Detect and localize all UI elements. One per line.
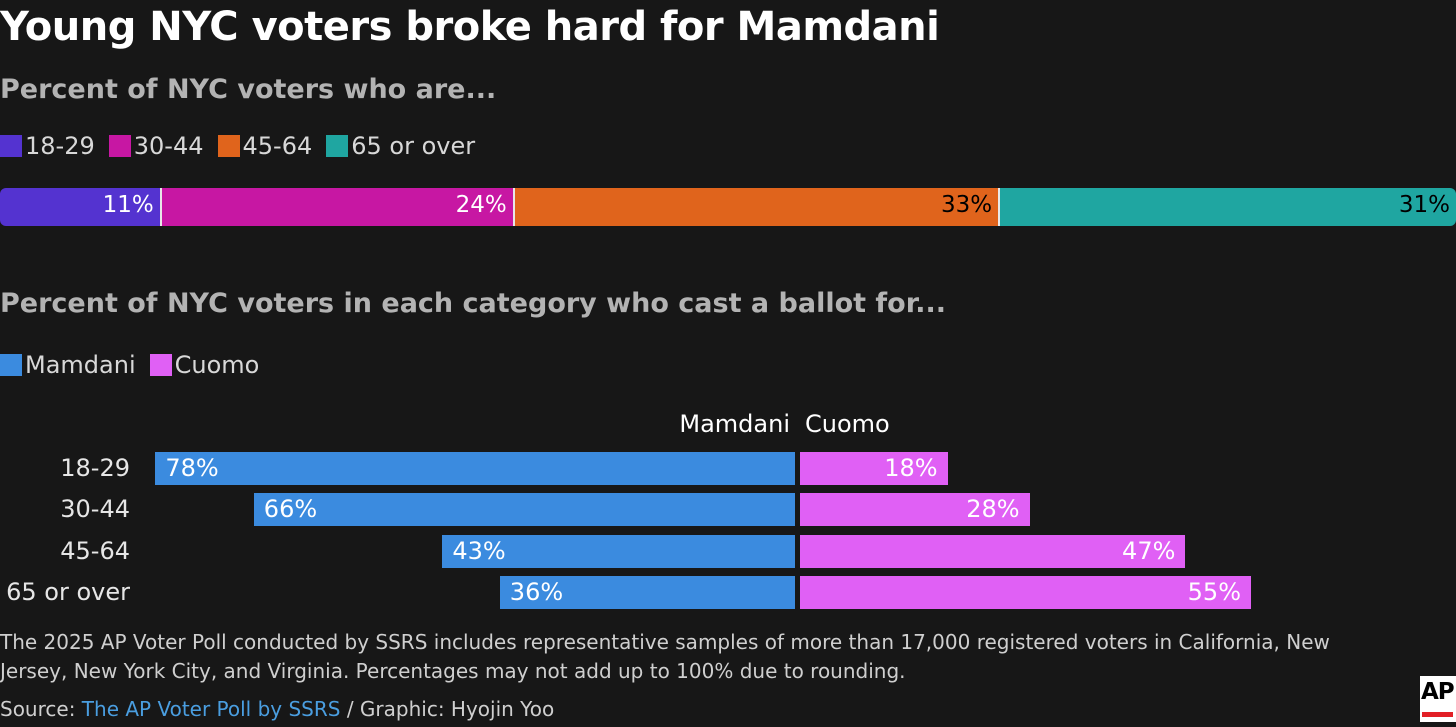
stack-segment-label: 33% [940, 192, 993, 218]
legend-swatch [326, 135, 349, 157]
category-label: 18-29 [60, 454, 130, 482]
cuomo-bar-label: 55% [1187, 577, 1241, 606]
mamdani-bar-label: 43% [452, 536, 506, 565]
legend-item: 18-29 [0, 132, 95, 160]
legend-swatch [108, 135, 131, 157]
mamdani-bar: 43% [442, 534, 795, 568]
ap-logo-underline [1422, 712, 1453, 717]
cuomo-bar-label: 47% [1122, 536, 1176, 565]
legend-label: Mamdani [25, 351, 136, 379]
legend-item: 30-44 [108, 132, 204, 160]
column-head-mamdani: Mamdani [679, 410, 790, 438]
age-stacked-bar: 11% 24% 33% 31% [0, 188, 1456, 226]
mamdani-bar-label: 66% [263, 495, 318, 524]
legend-swatch [149, 354, 172, 376]
mamdani-bar: 36% [499, 575, 795, 609]
cuomo-bar: 47% [800, 534, 1186, 568]
mamdani-bar: 66% [253, 493, 795, 527]
legend-item: Mamdani [0, 351, 136, 379]
stack-segment-label: 31% [1398, 192, 1450, 218]
legend-swatch [0, 135, 22, 157]
diverging-chart-subtitle: Percent of NYC voters in each category w… [0, 288, 946, 319]
legend-swatch [217, 135, 240, 157]
source-prefix: Source: [0, 697, 82, 721]
legend-item: Cuomo [149, 351, 260, 379]
category-label: 65 or over [6, 577, 130, 606]
ap-logo-text: AP [1421, 679, 1455, 705]
legend-item: 45-64 [217, 132, 313, 160]
source-link[interactable]: The AP Voter Poll by SSRS [81, 697, 341, 721]
stack-segment-18-29: 11% [0, 188, 162, 226]
mamdani-bar-label: 78% [165, 454, 219, 482]
cuomo-bar: 18% [800, 452, 948, 485]
stack-segment-label: 24% [455, 192, 507, 218]
legend-item: 65 or over [326, 132, 475, 160]
stack-segment-30-44: 24% [161, 188, 515, 226]
legend-label: 30-44 [133, 132, 204, 160]
legend-label: Cuomo [174, 351, 260, 379]
stacked-chart-subtitle: Percent of NYC voters who are... [0, 74, 497, 105]
methodology-note: The 2025 AP Voter Poll conducted by SSRS… [0, 630, 1330, 683]
category-label: 30-44 [60, 495, 130, 524]
cuomo-bar: 55% [800, 575, 1251, 609]
ap-logo: AP [1420, 676, 1456, 722]
age-legend: 18-29 30-44 45-64 65 or over [0, 132, 489, 160]
chart-title: Young NYC voters broke hard for Mamdani [0, 4, 940, 50]
stack-segment-label: 11% [102, 192, 154, 218]
legend-swatch [0, 354, 22, 376]
mamdani-bar: 78% [155, 452, 795, 485]
source-credit: / Graphic: Hyojin Yoo [340, 697, 555, 721]
legend-label: 18-29 [25, 132, 95, 160]
column-head-cuomo: Cuomo [805, 410, 890, 438]
stack-segment-65-or-over: 31% [1000, 188, 1456, 226]
legend-label: 65 or over [351, 132, 476, 160]
candidate-legend: Mamdani Cuomo [0, 351, 273, 379]
category-label: 45-64 [60, 536, 130, 565]
mamdani-bar-label: 36% [509, 577, 564, 606]
source-line: Source: The AP Voter Poll by SSRS / Grap… [0, 697, 554, 721]
cuomo-bar: 28% [800, 493, 1030, 527]
cuomo-bar-label: 28% [966, 495, 1020, 524]
cuomo-bar-label: 18% [884, 454, 938, 482]
legend-label: 45-64 [242, 132, 313, 160]
stack-segment-45-64: 33% [514, 188, 1001, 226]
